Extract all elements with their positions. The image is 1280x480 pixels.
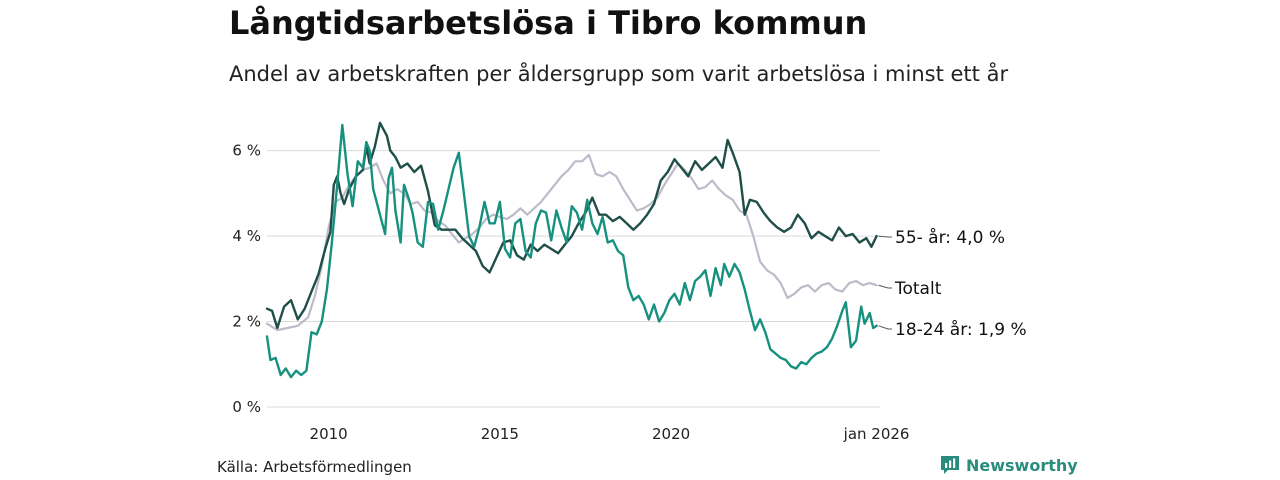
gridlines: [267, 150, 880, 408]
end-label-senior: 55- år: 4,0 %: [895, 227, 1005, 248]
y-tick-label: 4 %: [232, 227, 261, 245]
leader-line-total: [878, 284, 892, 289]
end-label-young: 18-24 år: 1,9 %: [895, 319, 1027, 340]
source-note: Källa: Arbetsförmedlingen: [217, 458, 412, 476]
x-tick-label: 2020: [652, 425, 690, 443]
chart-title: Långtidsarbetslösa i Tibro kommun: [229, 4, 868, 42]
brand-name: Newsworthy: [966, 455, 1078, 475]
x-tick-label: 2015: [481, 425, 519, 443]
y-axis-ticks: 0 % 2 % 4 % 6 %: [232, 142, 261, 416]
brand-logo[interactable]: Newsworthy: [940, 455, 1078, 475]
series-lines: [265, 121, 878, 379]
y-tick-label: 6 %: [232, 142, 261, 160]
x-tick-label: jan 2026: [843, 425, 910, 443]
y-tick-label: 2 %: [232, 313, 261, 331]
chart-subtitle: Andel av arbetskraften per åldersgrupp s…: [229, 62, 1009, 86]
series-line-total: [265, 153, 878, 332]
newsworthy-logo-icon: [941, 456, 959, 474]
leader-line-young: [878, 325, 892, 330]
x-axis-ticks: 2010 2015 2020 jan 2026: [310, 425, 910, 443]
end-label-total: Totalt: [894, 279, 942, 299]
end-labels: Totalt 55- år: 4,0 % 18-24 år: 1,9 %: [878, 227, 1027, 340]
series-line-young: [265, 123, 878, 379]
y-tick-label: 0 %: [232, 398, 261, 416]
series-line-senior: [265, 121, 878, 330]
leader-line-senior: [878, 235, 892, 238]
x-tick-label: 2010: [310, 425, 348, 443]
